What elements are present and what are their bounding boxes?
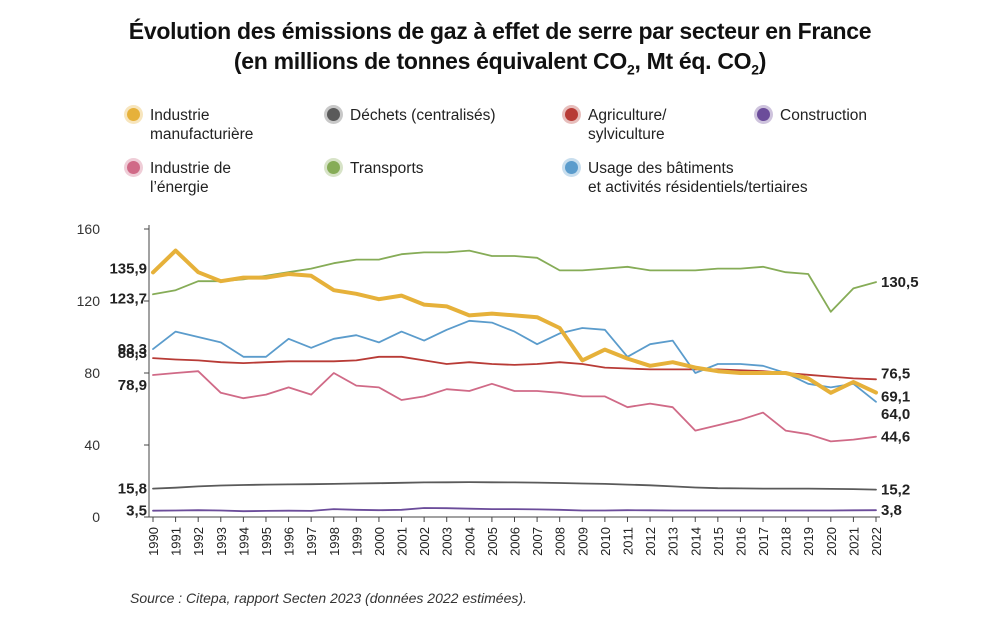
x-tick-label: 2021 [846,527,861,556]
x-tick-label: 2005 [485,527,500,556]
x-tick-label: 2001 [395,527,410,556]
legend-item: Transports [327,159,424,178]
end-value-label: 15,2 [881,482,910,499]
title-part: ) [758,48,767,74]
series-line-4 [152,370,877,443]
legend-swatch [127,161,140,174]
chart-title-line2: (en millions de tonnes équivalent CO2, M… [0,48,1000,78]
x-tick-label: 1990 [146,527,161,556]
title-subscript: 2 [626,61,635,78]
legend-item: Industrie de l’énergie [127,159,231,197]
x-tick-label: 2006 [508,527,523,556]
start-value-label: 88,3 [118,345,147,362]
end-value-label: 64,0 [881,406,910,423]
legend-label: Déchets (centralisés) [350,107,496,124]
start-value-label: 93,3 [118,341,147,358]
legend-item: Agriculture/ sylviculture [565,106,666,144]
legend-swatch [565,108,578,121]
start-value-label: 123,7 [109,290,147,307]
legend-swatch [757,108,770,121]
legend-item: Construction [757,106,867,125]
x-tick-label: 2018 [779,527,794,556]
x-tick-label: 1991 [169,527,184,556]
end-value-label: 44,6 [881,429,910,446]
legend-label: Industrie de l’énergie [150,160,231,196]
y-tick-label: 0 [92,509,100,525]
x-tick-label: 1999 [349,527,364,556]
end-value-label: 130,5 [881,274,919,291]
legend-swatch [327,108,340,121]
legend-swatch [127,108,140,121]
x-tick-label: 2012 [643,527,658,556]
start-value-label: 135,9 [109,260,147,277]
legend-item: Déchets (centralisés) [327,106,496,125]
x-tick-label: 2016 [733,527,748,556]
series-line-1 [152,481,877,491]
x-tick-label: 2002 [417,527,432,556]
end-value-label: 76,5 [881,365,910,382]
x-tick-label: 1995 [259,527,274,556]
legend-label: Usage des bâtiments et activités résiden… [588,160,808,196]
x-tick-label: 2014 [688,527,703,556]
x-tick-label: 2003 [440,527,455,556]
series-line-5 [152,249,877,313]
end-value-label: 69,1 [881,389,910,406]
y-tick-label: 40 [84,437,100,453]
title-part: , Mt éq. CO [634,48,752,74]
y-tick-label: 80 [84,365,100,381]
chart-title-line1: Évolution des émissions de gaz à effet d… [128,18,872,44]
end-value-label: 3,8 [881,502,902,519]
x-tick-label: 2011 [620,527,635,555]
source-note: Source : Citepa, rapport Secten 2023 (do… [130,590,527,606]
legend-label: Transports [350,160,424,177]
x-tick-label: 1992 [191,527,206,556]
x-tick-label: 2013 [666,527,681,556]
x-tick-label: 1998 [327,527,342,556]
title-subscript: 2 [751,61,759,78]
series-line-2 [152,355,877,381]
y-tick-label: 160 [77,221,101,237]
series-line-3 [152,507,877,513]
start-value-label: 3,5 [126,503,147,520]
x-tick-label: 2007 [530,527,545,556]
legend-swatch [565,161,578,174]
x-tick-label: 2019 [801,527,816,556]
legend-label: Agriculture/ sylviculture [588,107,667,143]
legend-label: Industrie manufacturière [150,107,254,143]
legend-swatch [327,161,340,174]
legend-item: Industrie manufacturière [127,106,253,144]
x-tick-label: 2004 [462,527,477,556]
x-tick-label: 1994 [236,527,251,556]
x-tick-label: 2017 [756,527,771,556]
x-tick-label: 1997 [304,527,319,556]
y-tick-label: 120 [77,293,101,309]
x-tick-label: 2010 [598,527,613,556]
x-tick-label: 2022 [869,527,884,556]
start-value-label: 15,8 [118,481,147,498]
x-tick-label: 2020 [824,527,839,556]
x-tick-label: 2015 [711,527,726,556]
title-part: (en millions de tonnes équivalent CO [233,48,627,74]
series-line-0 [151,248,878,395]
x-tick-label: 2009 [575,527,590,556]
start-value-label: 78,9 [118,377,147,394]
series-line-6 [152,319,877,403]
x-tick-label: 1996 [282,527,297,556]
legend-label: Construction [780,107,868,124]
legend-item: Usage des bâtiments et activités résiden… [565,159,808,197]
x-tick-label: 2000 [372,527,387,556]
x-tick-label: 1993 [214,527,229,556]
x-tick-label: 2008 [553,527,568,556]
